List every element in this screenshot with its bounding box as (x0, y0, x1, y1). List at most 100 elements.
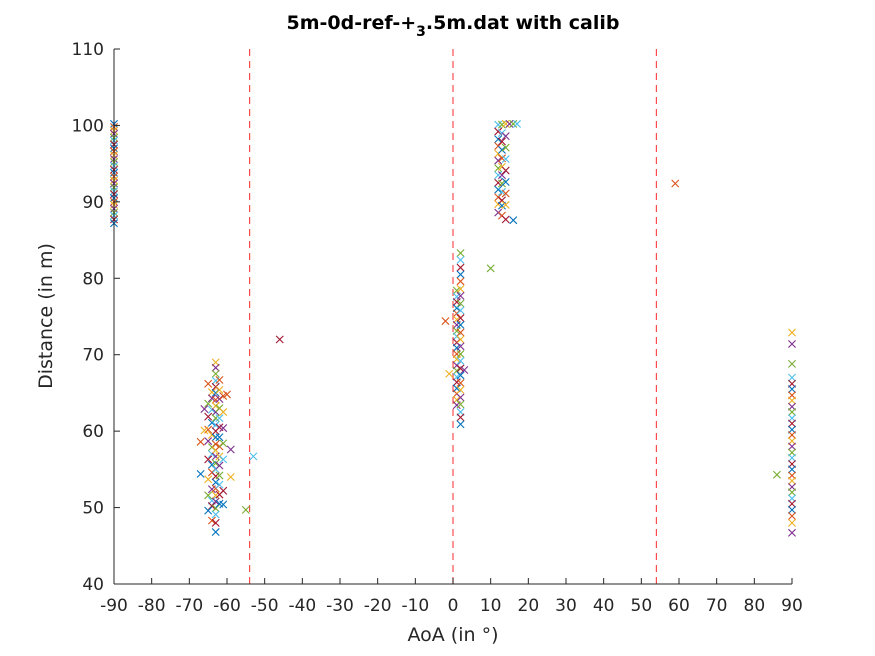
data-point (460, 366, 469, 374)
data-point (211, 401, 220, 410)
data-point (671, 179, 680, 188)
data-point (456, 306, 465, 315)
data-point (219, 408, 228, 417)
data-point (788, 408, 796, 417)
data-point (441, 317, 450, 326)
data-point (788, 518, 796, 527)
data-point (494, 185, 503, 194)
data-point (211, 518, 220, 527)
data-point (215, 385, 224, 394)
data-point (788, 430, 796, 439)
data-point (204, 455, 213, 464)
data-point (494, 135, 503, 144)
x-tick-label: -30 (326, 596, 354, 616)
data-point (501, 166, 510, 175)
x-tick-label: -50 (251, 596, 279, 616)
data-point (226, 445, 235, 454)
x-tick-label: 20 (518, 596, 540, 616)
data-point (456, 263, 465, 272)
data-point (788, 528, 796, 537)
data-points (110, 119, 796, 537)
data-point (456, 371, 465, 380)
data-point (204, 399, 213, 408)
data-point (219, 439, 228, 448)
x-axis-ticks: -90 -80 -70 -60 -50 -40 -30 -20 -10 0 10 20 30 40 50 60… (100, 578, 803, 616)
data-point (788, 465, 796, 474)
data-point (788, 511, 796, 520)
data-point (494, 171, 503, 180)
data-point (207, 418, 216, 427)
data-point (226, 473, 235, 481)
x-tick-label: 10 (480, 596, 502, 616)
data-point (456, 420, 465, 429)
data-point (204, 412, 213, 421)
data-point (456, 393, 465, 402)
data-point (456, 270, 465, 279)
data-point (456, 349, 465, 358)
y-tick-label: 110 (72, 40, 104, 60)
data-point (204, 437, 213, 446)
data-point (204, 506, 213, 515)
data-point (204, 491, 213, 500)
data-point (211, 510, 220, 519)
data-point (445, 369, 454, 378)
x-tick-label: -40 (288, 596, 316, 616)
data-point (456, 249, 465, 258)
data-point (215, 433, 224, 442)
data-point (456, 328, 465, 337)
data-point (211, 459, 220, 468)
data-point (456, 320, 465, 329)
data-point (200, 426, 209, 435)
chart-title: 5m-0d-ref-+3.5m.dat with calib (287, 12, 620, 40)
x-tick-label: 40 (593, 596, 615, 616)
data-point (494, 156, 503, 165)
data-point (788, 499, 796, 508)
data-point (211, 478, 220, 487)
data-point (501, 119, 510, 128)
data-point (215, 461, 224, 470)
data-point (788, 419, 796, 428)
y-tick-label: 100 (72, 116, 104, 136)
data-point (219, 455, 228, 464)
data-point (456, 255, 465, 264)
y-tick-label: 60 (82, 422, 104, 442)
data-point (207, 516, 216, 525)
y-axis-ticks: 40 50 60 70 80 90 100 110 (72, 40, 120, 595)
data-point (456, 277, 465, 286)
data-point (196, 437, 205, 446)
data-point (486, 264, 495, 273)
x-tick-label: 0 (448, 596, 459, 616)
data-point (788, 442, 796, 451)
data-point (211, 433, 220, 442)
data-point (788, 373, 796, 382)
data-point (501, 132, 510, 141)
x-tick-label: 80 (744, 596, 766, 616)
data-point (788, 476, 796, 485)
data-point (497, 171, 506, 180)
data-point (207, 502, 216, 511)
data-point (772, 470, 781, 479)
data-point (249, 452, 258, 461)
data-point (501, 215, 510, 224)
data-point (501, 200, 510, 209)
data-point (215, 471, 224, 480)
y-axis-label: Distance (in m) (35, 243, 57, 389)
data-point (456, 299, 465, 308)
data-point (275, 335, 284, 344)
data-point (219, 500, 228, 509)
data-point (788, 340, 796, 349)
data-point (456, 379, 465, 387)
y-tick-label: 80 (82, 269, 104, 289)
data-point (456, 335, 465, 344)
data-point (452, 366, 461, 375)
data-point (204, 475, 213, 484)
data-point (456, 413, 465, 422)
data-point (788, 359, 796, 368)
data-point (497, 137, 506, 146)
data-point (456, 284, 465, 293)
data-point (219, 424, 228, 433)
data-point (456, 385, 465, 394)
data-point (223, 390, 231, 399)
x-tick-label: -60 (213, 596, 241, 616)
